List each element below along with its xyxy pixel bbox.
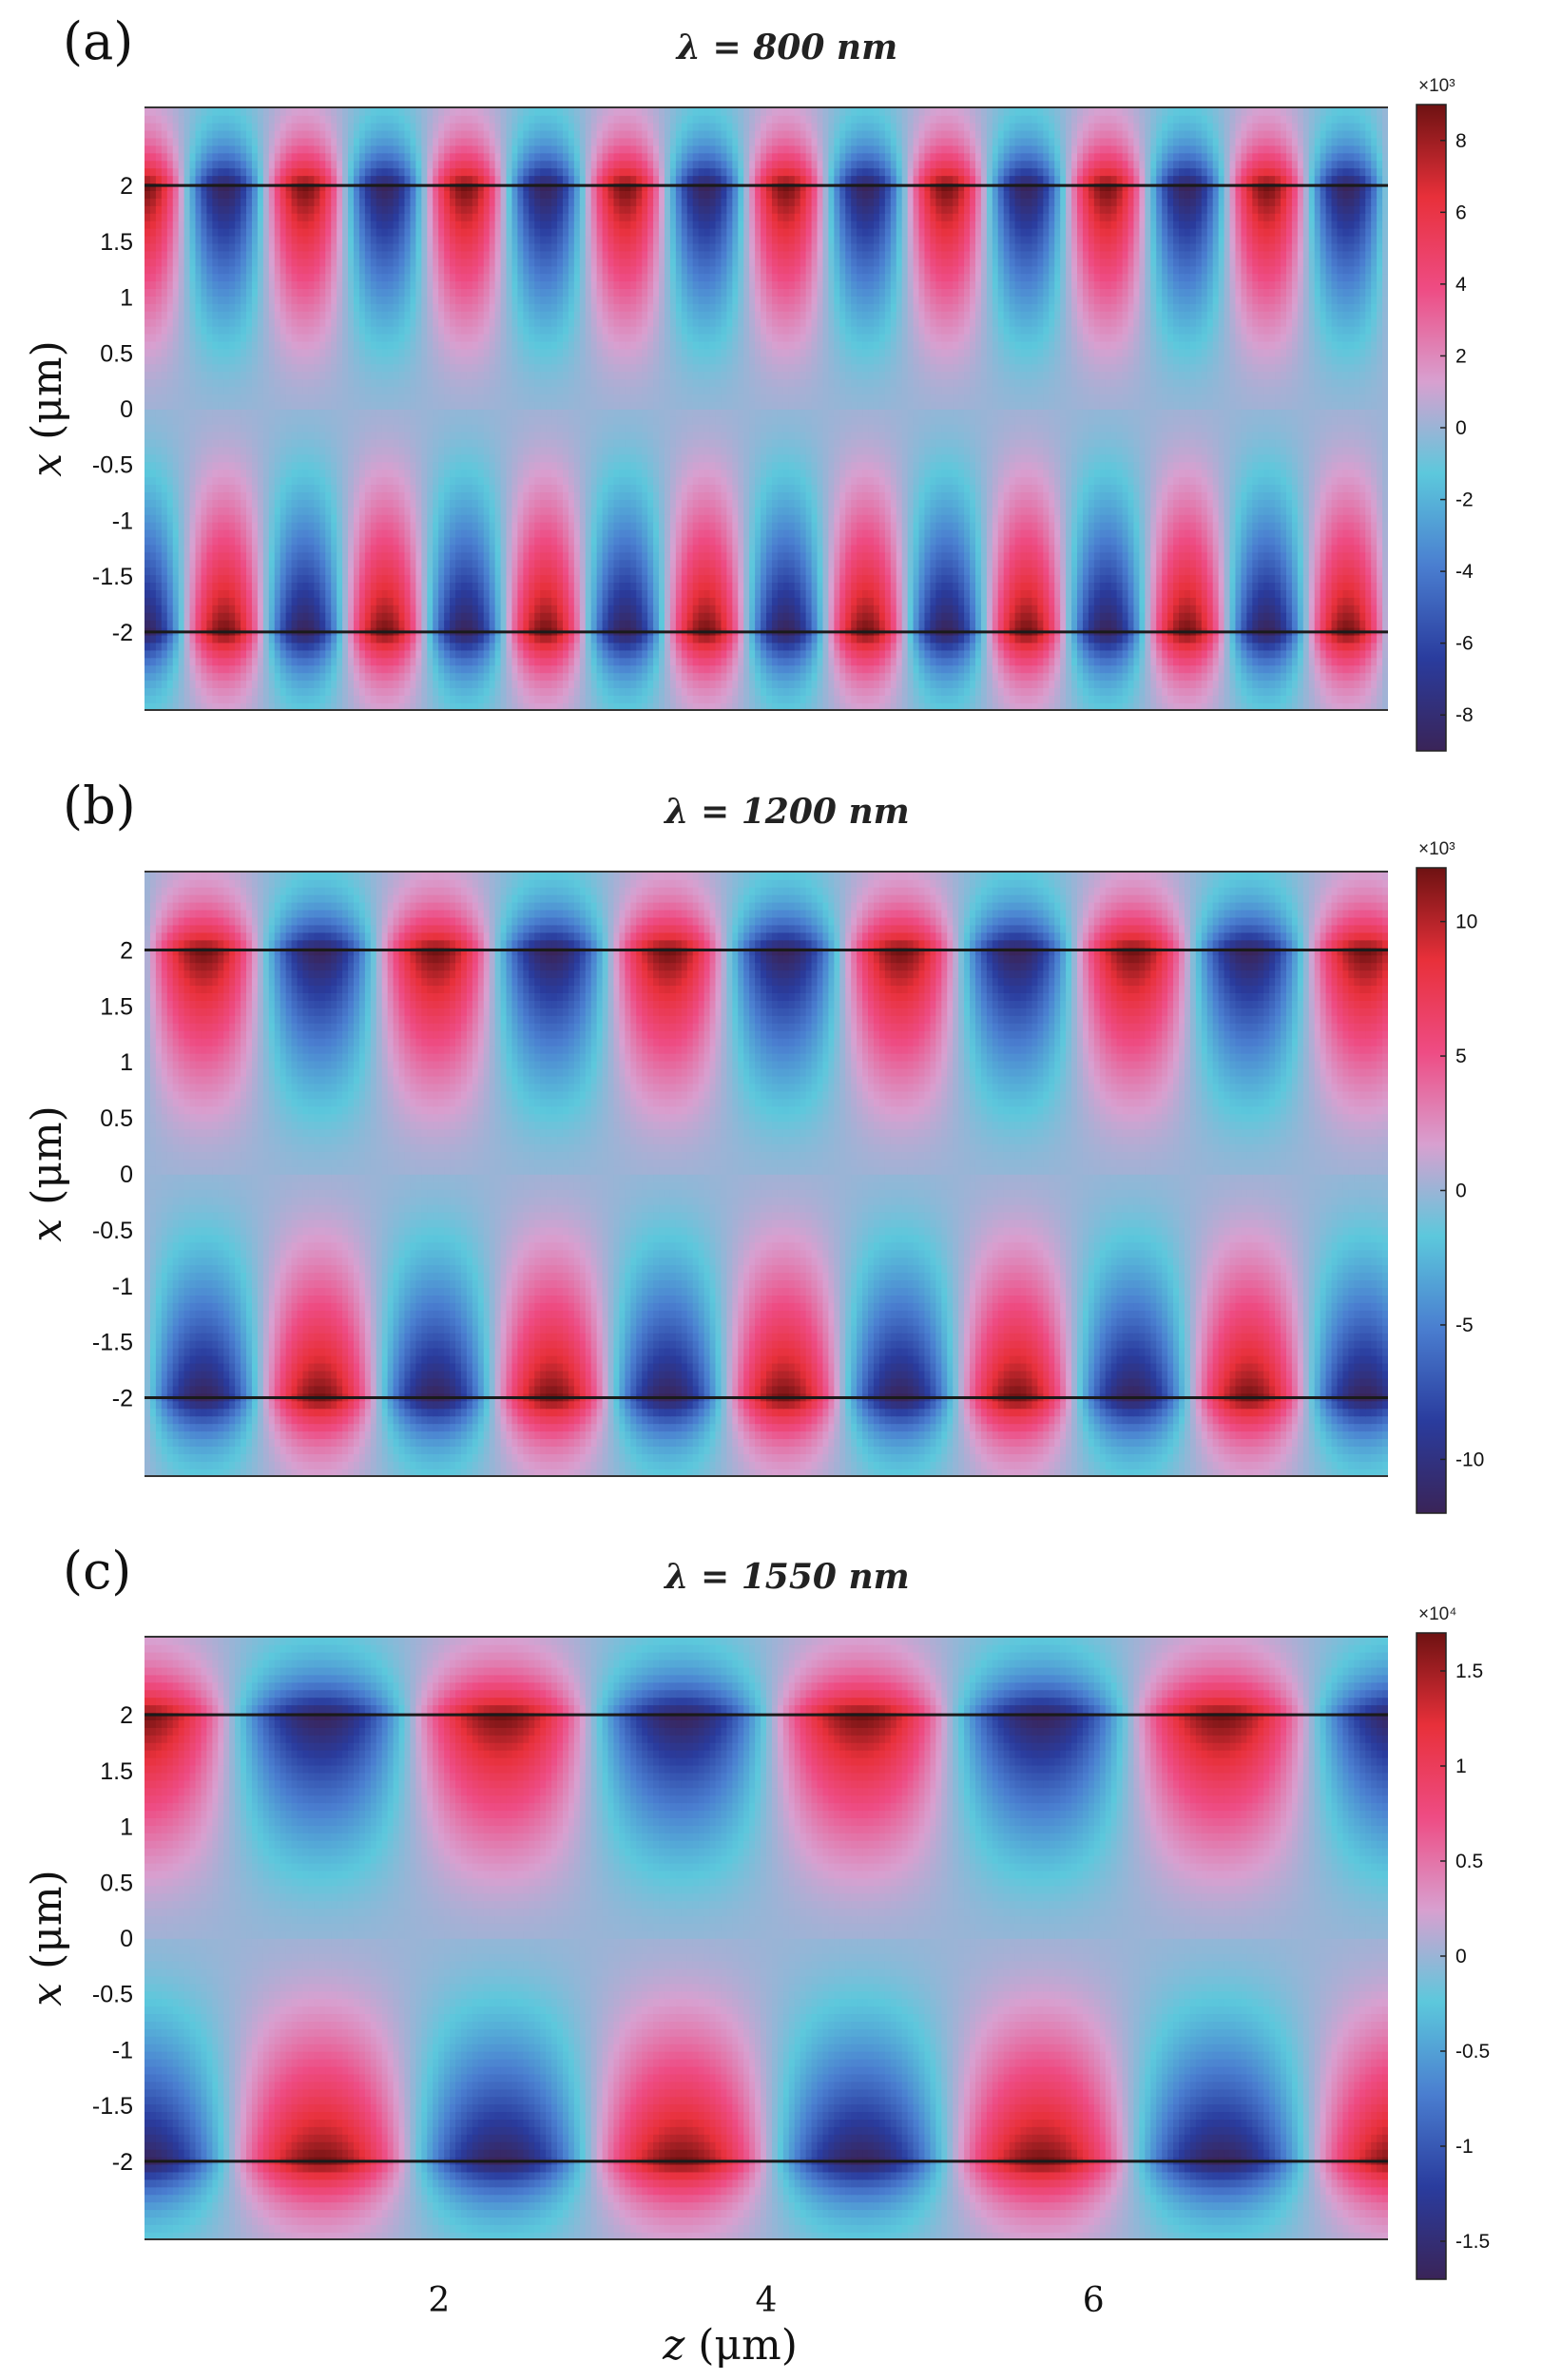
y-tick-label: 2 <box>120 173 133 200</box>
y-tick-label: -1 <box>112 508 133 534</box>
colorbar-tick-label: 6 <box>1455 202 1467 223</box>
panel-title: λ = 1200 nm <box>663 792 909 832</box>
y-tick-label: -0.5 <box>92 452 133 479</box>
colorbar-tick-label: 0 <box>1455 1180 1467 1202</box>
y-tick-label: -1.5 <box>92 1330 133 1356</box>
colorbar-tick-label: -2 <box>1455 489 1474 511</box>
y-axis-label: x (μm) <box>23 1105 71 1241</box>
x-tick-label: 6 <box>1083 2281 1105 2320</box>
colorbar-exponent: ×10³ <box>1418 76 1455 96</box>
y-tick-label: 0 <box>120 1926 133 1952</box>
panel-label: (b) <box>63 776 136 835</box>
y-tick-label: -2 <box>112 620 133 646</box>
y-tick-label: -2 <box>112 2149 133 2176</box>
colorbar-tick-label: 5 <box>1455 1046 1467 1067</box>
colorbar-tick-label: 8 <box>1455 130 1467 152</box>
y-tick-label: 0.5 <box>100 340 133 367</box>
y-tick-label: 1.5 <box>100 1758 133 1785</box>
colorbar-tick-label: 2 <box>1455 345 1467 367</box>
panel-title: λ = 1550 nm <box>663 1557 909 1597</box>
colorbar-tick-label: 1 <box>1455 1756 1467 1777</box>
colorbar-tick-label: -1.5 <box>1455 2231 1490 2253</box>
colorbar-tick-label: -0.5 <box>1455 2041 1490 2063</box>
y-tick-label: -1 <box>112 1274 133 1300</box>
panel-title: λ = 800 nm <box>675 28 897 67</box>
y-tick-label: -1.5 <box>92 564 133 590</box>
field-map <box>145 872 1389 1477</box>
y-tick-label: 1 <box>120 1049 133 1076</box>
y-tick-label: 0.5 <box>100 1870 133 1896</box>
colorbar-tick-label: 0 <box>1455 417 1467 439</box>
field-map <box>145 107 1389 711</box>
colorbar-tick-label: 0 <box>1455 1946 1467 1967</box>
y-tick-label: -0.5 <box>92 1218 133 1244</box>
y-tick-label: 1.5 <box>100 229 133 256</box>
y-tick-label: -1 <box>112 2037 133 2063</box>
panel-label: (a) <box>63 11 133 71</box>
panel-label: (c) <box>63 1541 131 1601</box>
y-tick-label: -2 <box>112 1386 133 1412</box>
x-axis-label-unit: (μm) <box>684 2321 798 2370</box>
colorbar-tick-label: -5 <box>1455 1315 1474 1336</box>
y-tick-label: 2 <box>120 1702 133 1729</box>
colorbar-tick-label: 10 <box>1455 912 1477 933</box>
y-tick-label: -0.5 <box>92 1982 133 2008</box>
x-tick-label: 2 <box>428 2281 450 2320</box>
y-axis-label: x (μm) <box>23 340 71 476</box>
colorbar-tick-label: -6 <box>1455 633 1474 655</box>
field-map <box>145 1637 1389 2240</box>
colorbar-exponent: ×10³ <box>1418 839 1455 859</box>
y-tick-label: 0 <box>120 396 133 423</box>
y-tick-label: 1 <box>120 285 133 312</box>
panel-c: (c) λ = 1550 nm 2 1.5 1 0.5 0 -0.5 -1 -1.5 -2 x (μm… <box>23 1541 1490 2279</box>
colorbar-tick-label: 4 <box>1455 274 1467 296</box>
y-tick-label: 1 <box>120 1814 133 1841</box>
figure: (a) λ = 800 nm 2 1.5 1 0.5 0 -0.5 -1 -1.5 -2 x (μm)… <box>0 0 1542 2380</box>
y-tick-label: 2 <box>120 937 133 964</box>
colorbar-tick-label: -10 <box>1455 1449 1484 1470</box>
x-axis-label: z (μm) <box>662 2321 798 2370</box>
colorbar-tick-label: -8 <box>1455 704 1474 726</box>
y-axis-label: x (μm) <box>23 1870 71 2006</box>
y-tick-label: 1.5 <box>100 993 133 1020</box>
y-tick-label: -1.5 <box>92 2093 133 2120</box>
panel-a: (a) λ = 800 nm 2 1.5 1 0.5 0 -0.5 -1 -1.5 -2 x (μm)… <box>23 11 1474 751</box>
x-tick-label: 4 <box>756 2281 778 2320</box>
y-tick-label: 0 <box>120 1161 133 1188</box>
y-tick-label: 0.5 <box>100 1105 133 1132</box>
colorbar-exponent: ×10⁴ <box>1418 1604 1456 1624</box>
colorbar-tick-label: -4 <box>1455 561 1474 583</box>
colorbar-tick-label: -1 <box>1455 2136 1474 2158</box>
panel-b: (b) λ = 1200 nm 2 1.5 1 0.5 0 -0.5 -1 -1.5 -2 x (μm… <box>23 776 1484 1513</box>
colorbar-tick-label: 1.5 <box>1455 1660 1483 1682</box>
colorbar-tick-label: 0.5 <box>1455 1851 1483 1872</box>
